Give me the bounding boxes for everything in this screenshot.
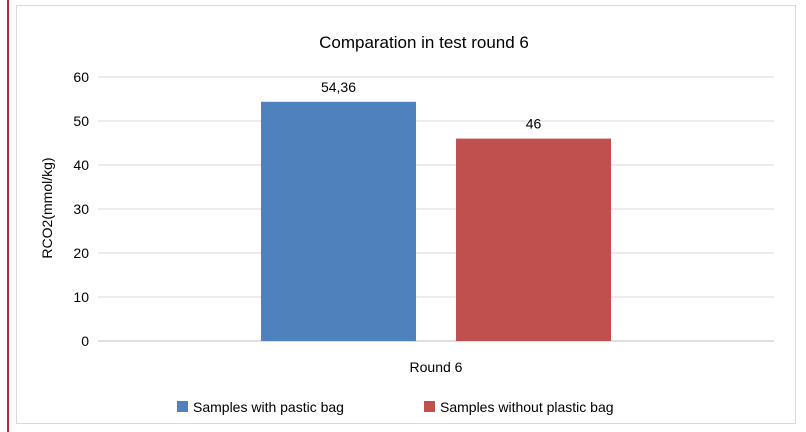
x-category-labels: Round 6 — [410, 359, 463, 375]
legend: Samples with pastic bag Samples without p… — [177, 399, 614, 415]
y-tick-label: 40 — [73, 157, 89, 173]
bar-data-label: 54,36 — [321, 79, 356, 95]
y-tick-label: 30 — [73, 201, 89, 217]
bars — [261, 101, 611, 341]
legend-label: Samples with pastic bag — [193, 399, 344, 415]
chart-border — [16, 5, 796, 424]
legend-swatch — [177, 401, 188, 412]
y-tick-label: 50 — [73, 113, 89, 129]
bar-data-label: 46 — [526, 116, 542, 132]
y-tick-labels: 0 10 20 30 40 50 60 — [73, 69, 89, 349]
bar-1 — [456, 138, 611, 341]
legend-swatch — [424, 401, 435, 412]
legend-label: Samples without plastic bag — [440, 399, 614, 415]
bar-data-labels: 54,36 46 — [321, 79, 542, 132]
y-tick-label: 20 — [73, 245, 89, 261]
left-margin-rule — [7, 0, 9, 432]
y-tick-label: 0 — [81, 333, 89, 349]
chart-title: Comparation in test round 6 — [319, 33, 529, 52]
gridlines — [98, 76, 774, 342]
x-category-label: Round 6 — [410, 359, 463, 375]
bar-0 — [261, 101, 416, 341]
y-tick-label: 60 — [73, 69, 89, 85]
y-tick-label: 10 — [73, 289, 89, 305]
y-axis-label: RCO2(mmol/kg) — [39, 157, 55, 258]
